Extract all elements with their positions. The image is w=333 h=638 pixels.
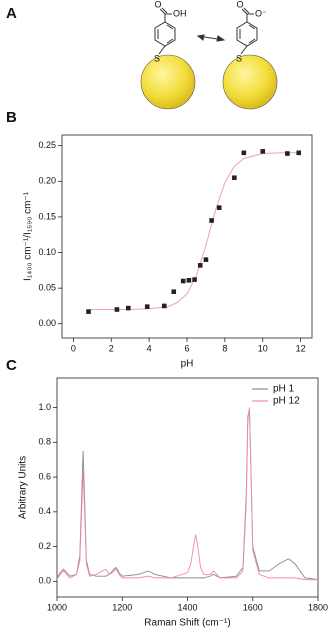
data-point — [209, 218, 214, 223]
data-point — [171, 289, 177, 295]
atom-label: S — [154, 53, 160, 63]
y-tick-label: 1.0 — [38, 402, 51, 412]
y-tick-label: 0.8 — [38, 437, 51, 447]
y-tick-label: 0.4 — [38, 506, 51, 516]
data-point — [186, 278, 192, 283]
data-point — [125, 305, 131, 311]
y-tick-label: 0.25 — [38, 140, 56, 150]
data-point — [161, 303, 167, 309]
equilibrium-arrow — [196, 34, 226, 42]
y-tick-label: 0.6 — [38, 471, 51, 481]
molecule-carboxylate — [236, 7, 258, 71]
x-tick-label: 0 — [71, 343, 76, 353]
data-point — [260, 149, 266, 154]
panel-label: A — [6, 5, 17, 22]
x-tick-label: 8 — [222, 343, 227, 353]
data-point — [285, 151, 290, 156]
fit-curve — [88, 152, 301, 311]
x-tick-label: 1800 — [308, 602, 328, 612]
legend-label: pH 1 — [273, 384, 295, 395]
data-point — [192, 277, 197, 282]
x-axis-label: Raman Shift (cm⁻¹) — [144, 618, 230, 629]
y-tick-label: 0.15 — [38, 211, 56, 221]
data-point — [144, 304, 150, 309]
legend-label: pH 12 — [273, 396, 300, 407]
y-tick-label: 0.0 — [38, 576, 51, 586]
data-point — [86, 309, 91, 314]
x-tick-label: 6 — [184, 343, 189, 353]
y-axis-label: I₁₄₀₀ cm⁻¹/I₁₅₉₀ cm⁻¹ — [23, 191, 34, 281]
y-tick-label: 0.20 — [38, 176, 56, 186]
x-axis-label: pH — [181, 359, 194, 370]
atom-label: O⁻ — [255, 8, 267, 18]
y-tick-label: 0.10 — [38, 247, 56, 257]
y-tick-label: 0.05 — [38, 283, 56, 293]
arrowhead — [196, 34, 205, 41]
panel-label: C — [6, 357, 17, 374]
arrowhead — [216, 35, 226, 42]
x-tick-label: 1000 — [47, 602, 67, 612]
bond — [241, 8, 248, 15]
gold-nanoparticle — [140, 54, 196, 110]
x-tick-label: 12 — [296, 343, 306, 353]
bond — [158, 45, 166, 55]
atom-label: OH — [173, 8, 187, 18]
data-point — [180, 278, 186, 284]
x-tick-label: 1200 — [112, 602, 132, 612]
atom-label: O — [154, 0, 161, 9]
bond — [166, 38, 174, 44]
gold-nanoparticle — [222, 54, 278, 110]
bond — [159, 8, 166, 15]
bond — [243, 7, 250, 14]
data-point — [296, 150, 302, 156]
x-tick-label: 1600 — [243, 602, 263, 612]
data-point — [216, 205, 222, 210]
data-point — [114, 307, 120, 312]
data-point — [203, 257, 209, 262]
atom-label: O — [236, 0, 243, 9]
data-point — [232, 175, 237, 181]
bond — [248, 24, 256, 30]
bond — [248, 38, 256, 44]
data-point — [241, 150, 247, 156]
x-tick-label: 10 — [258, 343, 268, 353]
panel-label: B — [6, 109, 17, 126]
y-tick-label: 0.2 — [38, 541, 51, 551]
x-tick-label: 4 — [147, 343, 152, 353]
bond — [240, 45, 248, 55]
bond — [166, 24, 174, 30]
atom-label: S — [236, 53, 242, 63]
bond — [161, 7, 168, 14]
data-point — [197, 263, 203, 268]
x-tick-label: 1400 — [177, 602, 197, 612]
y-tick-label: 0.00 — [38, 318, 56, 328]
x-tick-label: 2 — [109, 343, 114, 353]
y-axis-label: Arbitrary Units — [18, 456, 29, 519]
spectrum-line — [56, 407, 318, 581]
